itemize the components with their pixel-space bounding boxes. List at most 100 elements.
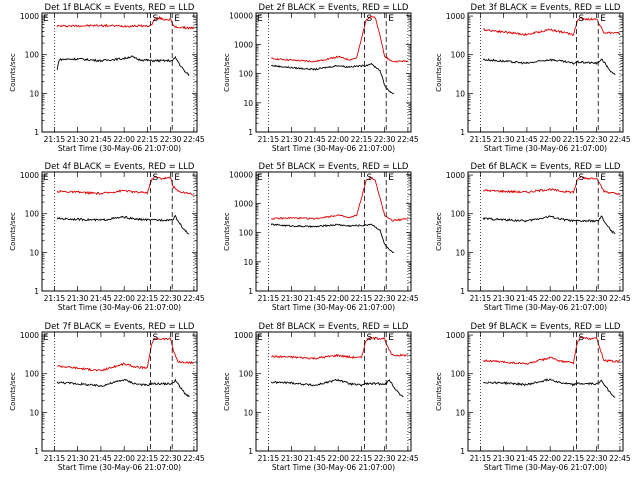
y-axis-label: Counts/sec: [223, 212, 231, 251]
marker-label: S: [367, 173, 373, 183]
panel-4: Det 4f BLACK = Events, RED = LLD 1 10 100 10…: [9, 162, 205, 312]
x-tick-label: 21:30: [67, 135, 89, 144]
y-tick-label: 1: [34, 287, 39, 296]
panel-title: Det 4f BLACK = Events, RED = LLD: [45, 162, 195, 172]
x-tick-label: 21:15: [44, 135, 66, 144]
events-series-black: [482, 378, 616, 398]
x-tick-label: 22:00: [327, 294, 349, 303]
x-tick-label: 21:15: [470, 294, 492, 303]
marker-label: E: [600, 14, 606, 24]
x-tick-label: 22:15: [351, 135, 373, 144]
marker-label: S: [579, 173, 585, 183]
x-tick-label: 22:30: [374, 135, 396, 144]
x-tick-label: 21:45: [90, 135, 112, 144]
x-tick-label: 22:00: [539, 135, 561, 144]
panel-8: Det 8f BLACK = Events, RED = LLD 1 10 100 10…: [223, 322, 419, 472]
events-series-black: [56, 55, 190, 76]
x-tick-label: 21:45: [90, 454, 112, 463]
marker-label: E: [388, 333, 394, 343]
x-tick-label: 21:30: [493, 294, 515, 303]
x-tick-label: 21:45: [516, 135, 538, 144]
marker-label: E: [600, 333, 606, 343]
plot-frame: [41, 12, 198, 133]
x-tick-label: 21:45: [516, 294, 538, 303]
x-axis-label: Start Time (30-May-06 21:07:00): [272, 303, 395, 312]
x-tick-label: 21:30: [281, 135, 303, 144]
marker-label: E: [43, 14, 49, 24]
y-tick-label: 10000: [229, 11, 253, 20]
marker-label: S: [367, 14, 373, 24]
x-tick-label: 22:15: [563, 454, 585, 463]
plot-frame: [255, 171, 412, 292]
x-tick-label: 22:15: [351, 294, 373, 303]
marker-label: S: [153, 333, 159, 343]
x-tick-label: 22:30: [160, 294, 182, 303]
panel-5: Det 5f BLACK = Events, RED = LLD 1 10 100 10…: [223, 162, 419, 312]
x-axis-label: Start Time (30-May-06 21:07:00): [272, 463, 395, 472]
x-tick-label: 21:45: [516, 454, 538, 463]
y-tick-label: 1: [248, 447, 253, 456]
x-tick-label: 21:15: [258, 135, 280, 144]
lld-series-red: [56, 175, 194, 196]
plot-frame: [255, 12, 412, 133]
x-tick-label: 21:15: [258, 454, 280, 463]
marker-label: E: [174, 14, 180, 24]
y-tick-label: 1000: [446, 171, 465, 180]
x-tick-label: 22:30: [586, 294, 608, 303]
x-axis-label: Start Time (30-May-06 21:07:00): [58, 144, 181, 153]
marker-label: E: [257, 14, 263, 24]
marker-label: E: [388, 173, 394, 183]
panel-title: Det 6f BLACK = Events, RED = LLD: [471, 162, 621, 172]
x-tick-label: 22:30: [374, 454, 396, 463]
x-tick-label: 22:45: [183, 135, 205, 144]
x-tick-label: 22:30: [586, 454, 608, 463]
y-axis-label: Counts/sec: [435, 372, 443, 411]
x-tick-label: 22:45: [397, 294, 419, 303]
x-tick-label: 22:00: [327, 135, 349, 144]
x-tick-label: 22:15: [137, 135, 159, 144]
x-tick-label: 22:45: [397, 454, 419, 463]
marker-label: E: [257, 173, 263, 183]
marker-label: E: [43, 333, 49, 343]
y-tick-label: 100: [25, 51, 40, 60]
events-series-black: [270, 223, 395, 254]
x-tick-label: 21:15: [44, 294, 66, 303]
y-tick-label: 1: [248, 287, 253, 296]
plot-frame: [41, 171, 198, 292]
x-tick-label: 21:45: [304, 294, 326, 303]
x-tick-label: 22:00: [539, 454, 561, 463]
x-tick-label: 22:30: [160, 135, 182, 144]
y-tick-label: 10: [29, 408, 39, 417]
y-axis-label: Counts/sec: [9, 212, 17, 251]
y-tick-label: 100: [25, 370, 40, 379]
panel-2: Det 2f BLACK = Events, RED = LLD 1 10 100 10…: [223, 3, 419, 153]
events-series-black: [482, 215, 616, 235]
y-axis-label: Counts/sec: [9, 53, 17, 92]
y-tick-label: 100: [239, 70, 254, 79]
marker-label: S: [153, 173, 159, 183]
x-axis-label: Start Time (30-May-06 21:07:00): [484, 463, 607, 472]
y-tick-label: 10: [29, 89, 39, 98]
y-tick-label: 10: [455, 248, 465, 257]
lld-series-red: [270, 177, 409, 222]
x-tick-label: 21:45: [304, 135, 326, 144]
x-tick-label: 21:30: [281, 294, 303, 303]
x-tick-label: 21:45: [304, 454, 326, 463]
x-tick-label: 22:15: [563, 294, 585, 303]
x-tick-label: 21:30: [493, 454, 515, 463]
y-tick-label: 1000: [446, 12, 465, 21]
y-tick-label: 100: [451, 210, 466, 219]
x-tick-label: 21:30: [67, 454, 89, 463]
x-tick-label: 22:00: [113, 294, 135, 303]
events-series-black: [482, 58, 616, 76]
y-tick-label: 1: [460, 128, 465, 137]
x-tick-label: 22:30: [374, 294, 396, 303]
x-tick-label: 22:45: [183, 454, 205, 463]
x-tick-label: 21:15: [258, 294, 280, 303]
x-tick-label: 22:00: [113, 454, 135, 463]
events-series-black: [56, 378, 190, 398]
x-tick-label: 22:45: [183, 294, 205, 303]
y-axis-label: Counts/sec: [435, 212, 443, 251]
marker-label: E: [174, 333, 180, 343]
